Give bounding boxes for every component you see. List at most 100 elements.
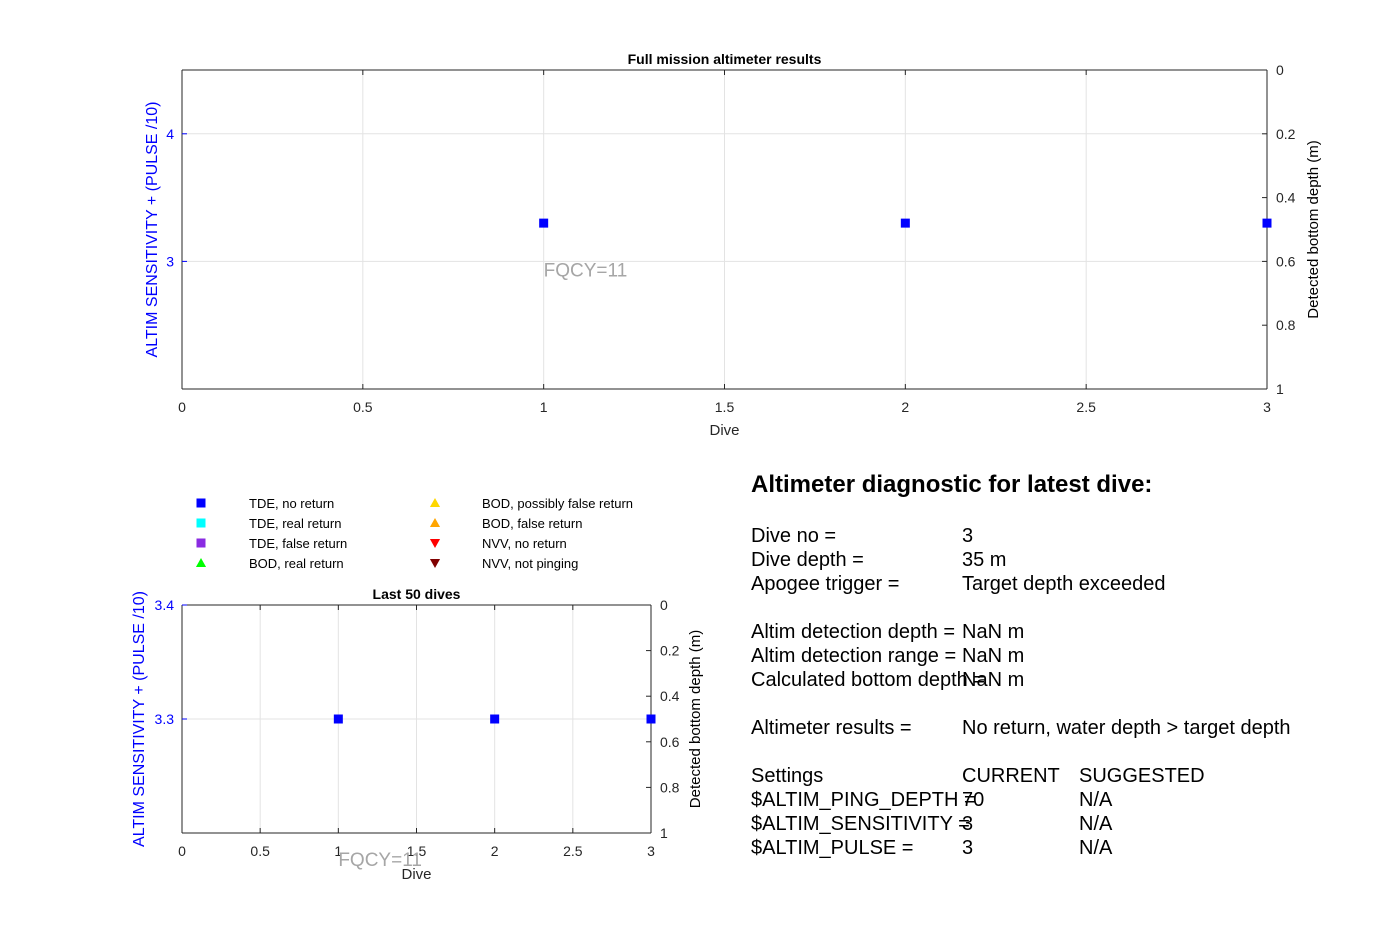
y2-axis-label: Detected bottom depth (m)	[687, 630, 704, 808]
fqcy-annotation: FQCY=11	[544, 261, 628, 282]
legend-label: NVV, not pinging	[482, 556, 578, 571]
data-point	[539, 218, 549, 228]
x-axis-label: Dive	[709, 422, 739, 439]
data-point	[1262, 218, 1272, 228]
x-tick-label: 1	[334, 843, 342, 859]
full-mission-axes: 0 0.5 1 1.5 2 2.5 3 3 4 0 0.2 0.4 0.6 0.8 1 Full missio…	[144, 51, 1322, 439]
y2-tick-label: 0	[1276, 62, 1284, 78]
pulse-current: 3	[962, 837, 974, 859]
x-tick-label: 3	[1263, 399, 1271, 415]
legend-label: BOD, real return	[249, 556, 344, 571]
diagnostic-title: Altimeter diagnostic for latest dive:	[751, 471, 1153, 498]
altimeter-results-value: No return, water depth > target depth	[962, 717, 1291, 739]
legend-marker	[429, 538, 441, 549]
legend-label: BOD, false return	[482, 516, 582, 531]
legend-label: TDE, real return	[249, 516, 341, 531]
y-tick-label: 4	[166, 126, 174, 142]
sensitivity-row: $ALTIM_SENSITIVITY = 3 N/A	[751, 812, 1391, 836]
apogee-trigger-value: Target depth exceeded	[962, 573, 1166, 595]
altimeter-results-label: Altimeter results =	[751, 717, 912, 739]
x-tick-label: 2	[901, 399, 909, 415]
last-50-dives-axes: 0 0.5 1 1.5 2 2.5 3 3.3 3.4 0 0.2 0.4 0.6 0.8 1 Last 50…	[131, 586, 704, 883]
bottom-depth-row: Calculated bottom depth = NaN m	[751, 668, 1391, 692]
bottom-depth-label: Calculated bottom depth =	[751, 669, 986, 691]
dive-depth-label: Dive depth =	[751, 549, 864, 571]
legend-marker	[196, 498, 206, 508]
x-tick-label: 3	[647, 843, 655, 859]
legend-label: BOD, possibly false return	[482, 496, 633, 511]
x-tick-label: 0.5	[353, 399, 373, 415]
dive-no-row: Dive no = 3	[751, 524, 1391, 548]
x-axis-label: Dive	[401, 866, 431, 883]
altimeter-diagnostic-panel: Altimeter diagnostic for latest dive: Di…	[751, 470, 1391, 860]
detection-range-value: NaN m	[962, 645, 1025, 667]
y2-tick-label: 0.4	[660, 688, 680, 704]
x-tick-label: 0	[178, 843, 186, 859]
pulse-label: $ALTIM_PULSE =	[751, 837, 914, 859]
sensitivity-label: $ALTIM_SENSITIVITY =	[751, 813, 970, 835]
apogee-trigger-label: Apogee trigger =	[751, 573, 900, 595]
detection-depth-row: Altim detection depth = NaN m	[751, 620, 1391, 644]
y2-tick-label: 0.6	[660, 734, 680, 750]
settings-header-row: Settings CURRENT SUGGESTED	[751, 764, 1391, 788]
y2-tick-label: 0.6	[1276, 253, 1296, 269]
data-point	[900, 218, 910, 228]
detection-depth-label: Altim detection depth =	[751, 621, 956, 643]
settings-current-header: CURRENT	[962, 765, 1060, 787]
ping-depth-current: 70	[962, 789, 985, 811]
dive-no-value: 3	[962, 525, 974, 547]
dive-no-label: Dive no =	[751, 525, 837, 547]
y2-tick-label: 0.2	[660, 643, 680, 659]
legend-marker	[429, 497, 441, 508]
data-point	[646, 714, 656, 724]
y2-tick-label: 1	[1276, 381, 1284, 397]
ping-depth-label: $ALTIM_PING_DEPTH =	[751, 789, 976, 811]
y2-axis-label: Detected bottom depth (m)	[1305, 140, 1322, 318]
x-tick-label: 1	[540, 399, 548, 415]
y-axis-label: ALTIM SENSITIVITY + (PULSE /10)	[131, 591, 148, 847]
legend-label: NVV, no return	[482, 536, 567, 551]
ping-depth-row: $ALTIM_PING_DEPTH = 70 N/A	[751, 788, 1391, 812]
legend-marker	[196, 538, 206, 548]
dive-depth-value: 35 m	[962, 549, 1007, 571]
y2-tick-label: 0.2	[1276, 126, 1296, 142]
x-tick-label: 1.5	[715, 399, 735, 415]
pulse-row: $ALTIM_PULSE = 3 N/A	[751, 836, 1391, 860]
x-tick-label: 2	[491, 843, 499, 859]
chart-title: Last 50 dives	[373, 586, 461, 602]
sensitivity-current: 3	[962, 813, 974, 835]
ping-depth-suggested: N/A	[1079, 789, 1113, 811]
legend-marker	[195, 557, 207, 568]
y-tick-label: 3.3	[155, 711, 175, 727]
x-tick-label: 0	[178, 399, 186, 415]
y-tick-label: 3	[166, 253, 174, 269]
detection-range-row: Altim detection range = NaN m	[751, 644, 1391, 668]
y2-tick-label: 0	[660, 597, 668, 613]
data-point	[333, 714, 343, 724]
x-tick-label: 2.5	[563, 843, 583, 859]
altimeter-results-row: Altimeter results = No return, water dep…	[751, 716, 1391, 740]
legend: TDE, no return TDE, real return TDE, false…	[195, 496, 633, 571]
settings-suggested-header: SUGGESTED	[1079, 765, 1205, 787]
y2-tick-label: 1	[660, 825, 668, 841]
legend-marker	[429, 517, 441, 528]
dive-depth-row: Dive depth = 35 m	[751, 548, 1391, 572]
apogee-trigger-row: Apogee trigger = Target depth exceeded	[751, 572, 1391, 596]
sensitivity-suggested: N/A	[1079, 813, 1113, 835]
legend-label: TDE, false return	[249, 536, 347, 551]
data-point	[490, 714, 500, 724]
fqcy-annotation: FQCY=11	[338, 850, 422, 871]
legend-marker	[429, 558, 441, 569]
y2-tick-label: 0.8	[660, 779, 680, 795]
settings-label: Settings	[751, 765, 824, 787]
y-tick-label: 3.4	[155, 597, 175, 613]
chart-title: Full mission altimeter results	[628, 51, 822, 67]
x-tick-label: 0.5	[250, 843, 270, 859]
detection-depth-value: NaN m	[962, 621, 1025, 643]
x-tick-label: 2.5	[1076, 399, 1096, 415]
pulse-suggested: N/A	[1079, 837, 1113, 859]
legend-label: TDE, no return	[249, 496, 334, 511]
legend-marker	[196, 518, 206, 528]
detection-range-label: Altim detection range =	[751, 645, 957, 667]
